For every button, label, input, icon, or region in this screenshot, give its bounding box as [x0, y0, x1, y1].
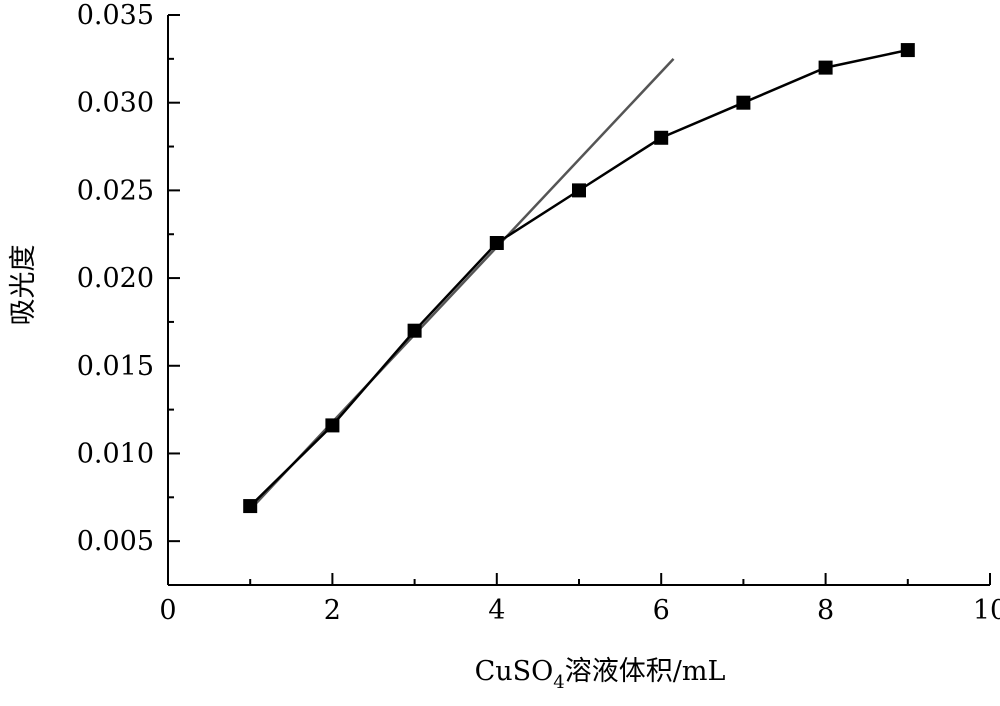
data-point-marker [407, 323, 422, 338]
y-tick-label: 0.020 [77, 263, 154, 294]
x-tick-label: 10 [973, 595, 1000, 626]
y-tick-label: 0.030 [77, 88, 154, 119]
y-tick-label: 0.035 [77, 0, 154, 31]
data-point-marker [818, 60, 833, 75]
y-axis-ticks: 0.005 0.010 0.015 0.020 0.025 0.030 0.035 [77, 0, 180, 586]
data-point-marker [489, 236, 504, 250]
x-tick-label: 8 [817, 595, 834, 626]
x-axis-ticks: 0 2 4 6 8 10 [159, 573, 1000, 626]
x-tick-label: 6 [653, 595, 670, 626]
x-axis-title-main: CuSO [475, 656, 554, 687]
x-tick-label: 0 [159, 595, 176, 626]
data-point-marker [654, 130, 669, 145]
axes [167, 15, 990, 586]
y-tick-label: 0.025 [77, 175, 154, 206]
y-tick-label: 0.015 [77, 351, 154, 382]
x-axis-title-rest: 溶液体积/mL [565, 656, 726, 687]
linear-fit-line [249, 57, 675, 511]
data-series-line [249, 48, 909, 507]
data-point-marker [736, 95, 751, 110]
x-axis-title-subscript: 4 [553, 672, 564, 693]
data-point-marker [243, 499, 258, 514]
x-axis-title: CuSO4溶液体积/mL [475, 656, 726, 693]
x-tick-label: 2 [324, 595, 341, 626]
plot-series [243, 43, 915, 514]
x-tick-label: 4 [488, 595, 505, 626]
y-tick-label: 0.005 [77, 526, 154, 557]
y-tick-label: 0.010 [77, 438, 154, 469]
y-axis-title: 吸光度 [8, 245, 39, 326]
data-point-marker [572, 183, 586, 198]
data-point-marker [325, 418, 340, 433]
data-point-marker [900, 43, 915, 58]
